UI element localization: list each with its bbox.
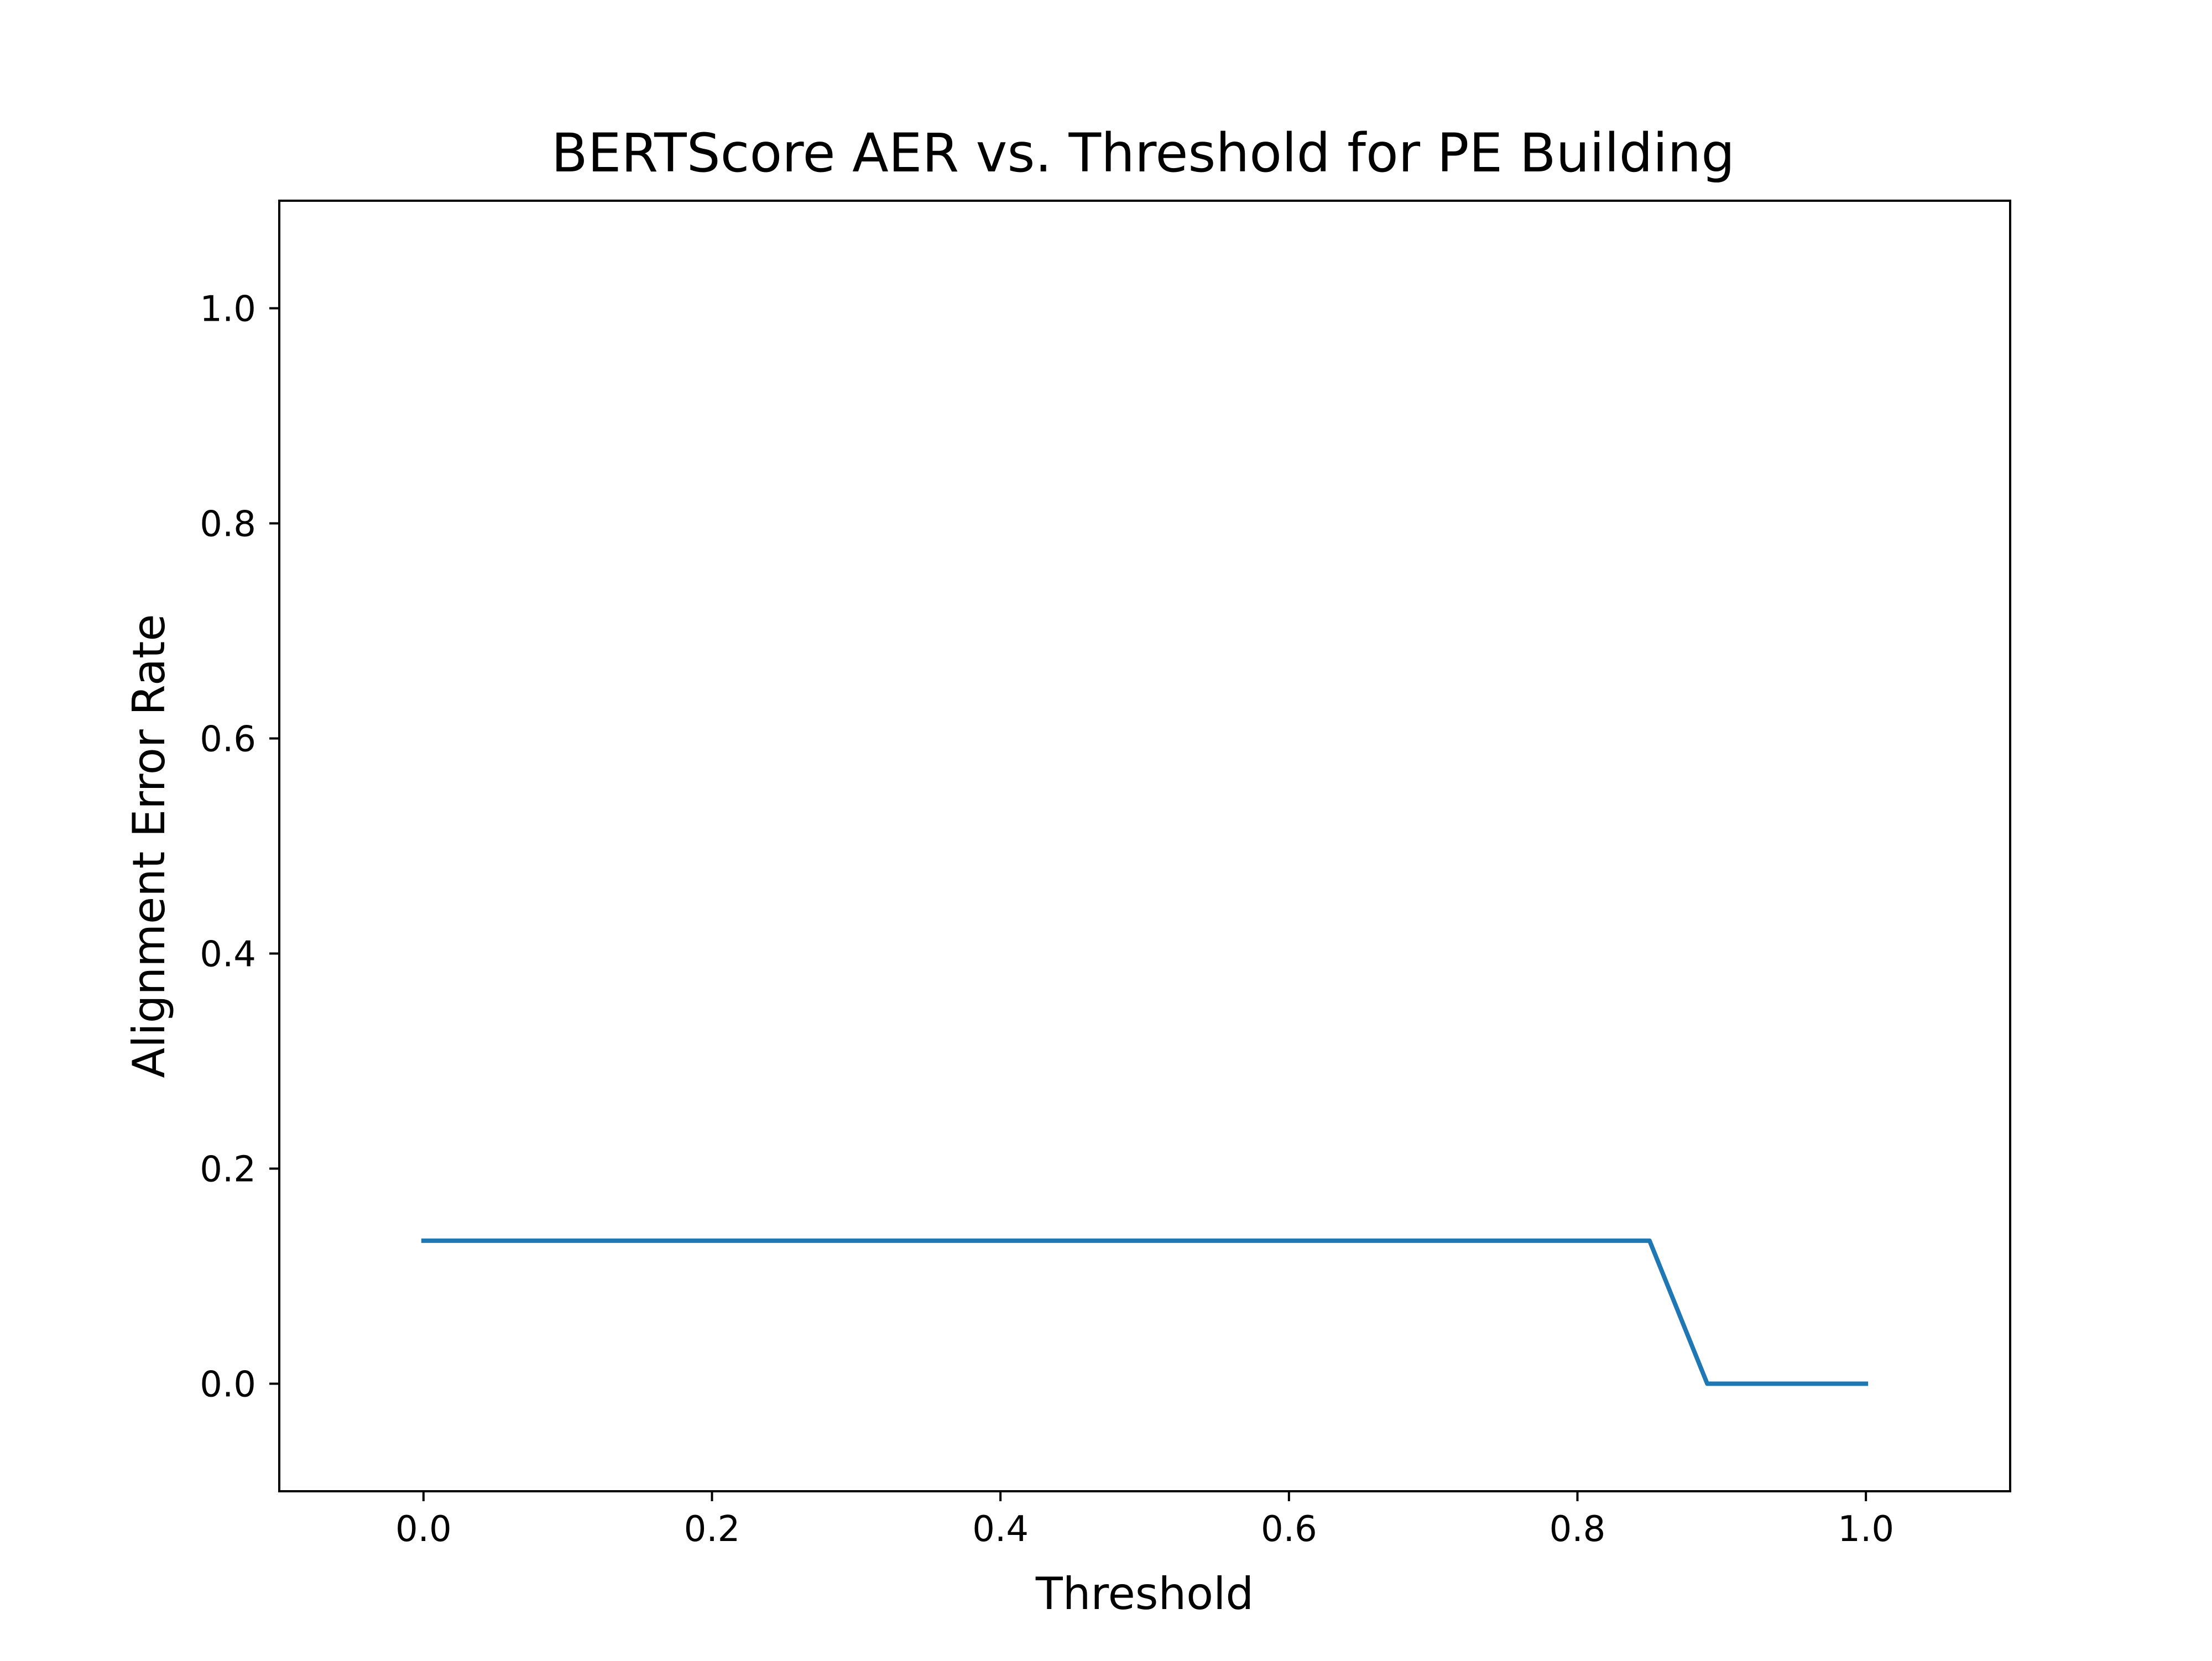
x-tick-label: 1.0: [1838, 1509, 1894, 1550]
chart-title: BERTScore AER vs. Threshold for PE Build…: [551, 122, 1735, 184]
y-tick-label: 1.0: [200, 289, 256, 330]
y-tick-label: 0.8: [200, 504, 256, 545]
x-axis: 0.0 0.2 0.4 0.6 0.8 1.0: [395, 1491, 1894, 1550]
x-tick-label: 0.6: [1261, 1509, 1317, 1550]
y-axis: 0.0 0.2 0.4 0.6 0.8 1.0: [200, 289, 279, 1406]
x-tick-label: 0.0: [395, 1509, 452, 1550]
plot-frame: [278, 200, 2011, 1492]
series-line-0: [421, 1238, 1869, 1386]
y-tick-label: 0.2: [200, 1150, 256, 1190]
x-tick-label: 0.2: [684, 1509, 740, 1550]
y-axis-label: Alignment Error Rate: [123, 614, 175, 1078]
x-axis-label: Threshold: [1035, 1568, 1254, 1620]
y-tick-label: 0.6: [200, 719, 256, 760]
x-tick-label: 0.4: [972, 1509, 1029, 1550]
y-tick-label: 0.0: [200, 1365, 256, 1406]
series-layer: [421, 1238, 1869, 1386]
y-tick-label: 0.4: [200, 934, 256, 975]
x-tick-label: 0.8: [1550, 1509, 1606, 1550]
